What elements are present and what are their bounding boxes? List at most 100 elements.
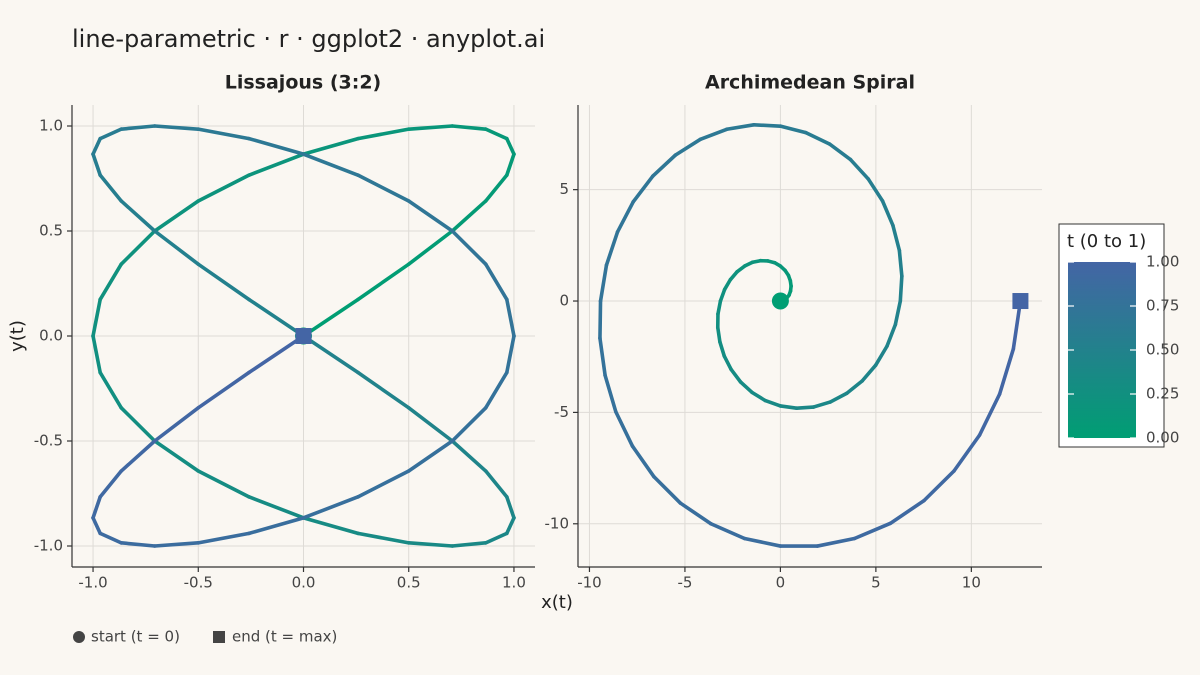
- curve-segment: [301, 495, 360, 520]
- legend-start-symbol: [73, 631, 85, 643]
- curve-segment: [716, 299, 723, 316]
- y-tick-label: 0.5: [39, 222, 63, 240]
- curve-segment: [119, 229, 157, 266]
- colorbar-tick-label: 1.00: [1146, 253, 1179, 271]
- curve-segment: [922, 469, 956, 503]
- curve-segment: [98, 531, 124, 545]
- curve-segment: [247, 297, 306, 338]
- curve-segment: [763, 398, 783, 408]
- curve-segment: [815, 536, 857, 548]
- start-marker: [771, 292, 789, 310]
- curve-segment: [450, 439, 488, 473]
- curve-segment: [598, 263, 609, 303]
- curve-segment: [356, 370, 411, 410]
- curve-segment: [356, 262, 411, 302]
- curve-segment: [152, 541, 201, 548]
- chart-title: line-parametric · r · ggplot2 · anyplot.…: [72, 25, 545, 53]
- curve-segment: [91, 516, 103, 536]
- curve-segment: [615, 200, 635, 234]
- curve-segment: [98, 469, 124, 499]
- curve-segment: [504, 516, 516, 536]
- curve-segment: [504, 297, 516, 338]
- panel-title: Archimedean Spiral: [705, 72, 915, 94]
- curve-segment: [91, 136, 103, 156]
- x-tick-label: 1.0: [502, 574, 526, 592]
- y-tick-label: 5: [559, 180, 569, 198]
- colorbar-tick-label: 0.25: [1146, 385, 1179, 403]
- curve-segment: [604, 230, 620, 267]
- curve-segment: [504, 495, 516, 520]
- curve-segment: [750, 390, 768, 403]
- curve-segment: [860, 363, 878, 383]
- curve-segment: [845, 379, 864, 396]
- curve-segment: [152, 229, 201, 266]
- curve-segment: [724, 123, 756, 132]
- curve-segment: [483, 531, 509, 545]
- curve-segment: [630, 444, 656, 479]
- colorbar-title: t (0 to 1): [1067, 231, 1146, 252]
- x-tick-label: -10: [577, 574, 602, 592]
- curve-segment: [119, 199, 157, 233]
- curve-segment: [880, 199, 895, 228]
- curve-segment: [504, 334, 516, 375]
- curve-segment: [888, 498, 926, 526]
- curve-segment: [152, 199, 201, 233]
- curve-segment: [897, 248, 904, 278]
- curve-segment: [98, 370, 124, 410]
- curve-segment: [119, 439, 157, 473]
- curve-segment: [301, 136, 360, 156]
- x-tick-label: -1.0: [78, 574, 107, 592]
- curve-segment: [119, 406, 157, 443]
- y-tick-label: -10: [545, 514, 570, 532]
- y-tick-label: 0: [559, 292, 569, 310]
- x-tick-label: -5: [677, 574, 692, 592]
- curve-segment: [678, 501, 713, 526]
- curve-segment: [718, 287, 727, 303]
- colorbar-tick-label: 0.75: [1146, 297, 1179, 315]
- curve-segment: [91, 495, 103, 520]
- curve-segment: [709, 521, 747, 541]
- curve-segment: [406, 229, 455, 266]
- curve-segment: [673, 137, 703, 157]
- x-tick-label: 0.0: [292, 574, 316, 592]
- x-tick-label: 10: [962, 574, 981, 592]
- end-marker: [1012, 293, 1029, 310]
- legend-start-label: start (t = 0): [91, 628, 180, 646]
- curve-segment: [406, 124, 455, 131]
- y-tick-label: 0.0: [39, 327, 63, 345]
- curve-segment: [356, 173, 411, 203]
- curve-segment: [729, 367, 743, 384]
- curve-segment: [722, 354, 733, 372]
- curve-segment: [828, 391, 849, 404]
- y-axis-label: y(t): [7, 320, 28, 352]
- curve-segment: [406, 541, 455, 548]
- curve-segment: [778, 124, 808, 135]
- curve-segment: [852, 521, 893, 541]
- curve-segment: [119, 124, 157, 131]
- curve-segment: [977, 392, 1002, 437]
- curve-segment: [483, 469, 509, 499]
- curve-segment: [450, 229, 488, 266]
- curve-segment: [196, 127, 251, 141]
- colorbar-tick-label: 0.50: [1146, 341, 1179, 359]
- curve-segment: [722, 277, 733, 292]
- curve-segment: [301, 334, 360, 375]
- curve-segment: [598, 299, 603, 341]
- curve-segment: [196, 531, 251, 545]
- curve-segment: [91, 152, 103, 177]
- y-tick-label: -5: [554, 403, 569, 421]
- curve-segment: [794, 405, 816, 410]
- curve-segment: [752, 123, 783, 128]
- curve-segment: [406, 406, 455, 443]
- curve-segment: [848, 157, 871, 181]
- curve-segment: [738, 380, 754, 395]
- x-tick-label: 0.5: [397, 574, 421, 592]
- y-tick-label: -0.5: [34, 432, 63, 450]
- curve-segment: [811, 400, 833, 409]
- curve-segment: [98, 127, 124, 141]
- curve-segment: [356, 469, 411, 499]
- legend-end-symbol: [213, 631, 225, 643]
- x-tick-label: 5: [871, 574, 881, 592]
- curve-segment: [406, 199, 455, 233]
